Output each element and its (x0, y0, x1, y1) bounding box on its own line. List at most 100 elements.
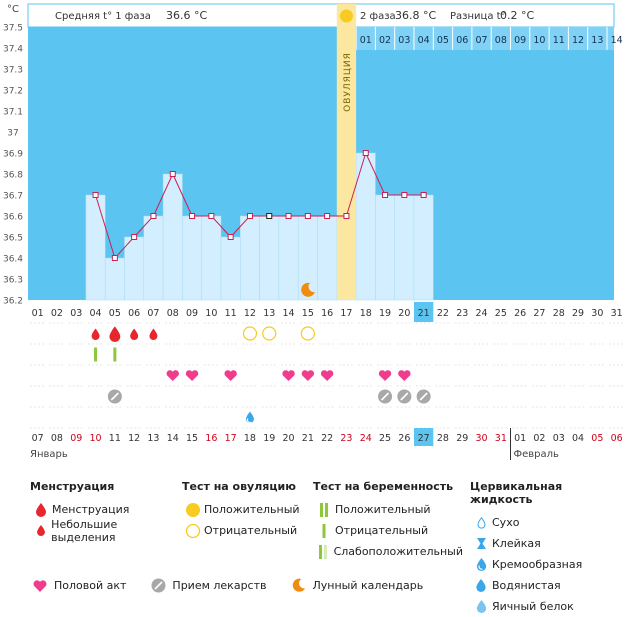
calendar-date-label: 20 (283, 433, 295, 444)
legend-pregnancy-test: Тест на беременность Положительный Отриц… (313, 480, 463, 562)
phase2-day-label: 06 (456, 35, 468, 46)
heart-icon (398, 370, 411, 381)
pill-icon-stroke (419, 392, 428, 401)
y-tick-label: 36.5 (3, 234, 23, 244)
calendar-date-label: 14 (167, 433, 179, 444)
pregnancy-test-icon (94, 347, 98, 362)
legend-cervical-sticky: Клейкая (470, 533, 620, 554)
legend-intercourse-label: Половой акт (54, 579, 127, 592)
y-tick-label: 37.1 (3, 108, 23, 118)
calendar-date-label: 04 (572, 433, 584, 444)
legend-pregnancy-negative: Отрицательный (313, 520, 463, 541)
calendar-date-label: 06 (611, 433, 623, 444)
legend-spotting-item: Небольшие выделения (30, 518, 180, 544)
temperature-point (169, 171, 176, 177)
ovulation-negative-icon (262, 326, 277, 341)
calendar-date-label: 31 (495, 433, 507, 444)
cycle-day-label: 06 (128, 308, 140, 319)
temperature-bar (317, 215, 338, 301)
y-tick-label: 37.4 (3, 45, 23, 55)
legend-cervical-dry-label: Сухо (492, 516, 520, 529)
legend-cervical-eggwhite: Яичный белок (470, 596, 620, 617)
legend-intercourse: Половой акт (30, 579, 126, 592)
calendar-date-label: 26 (398, 433, 410, 444)
cycle-day-label: 14 (283, 308, 295, 319)
legend-ovulation-test: Тест на овуляцию Положительный Отрицател… (182, 480, 312, 541)
calendar-date-label: 05 (591, 433, 603, 444)
legend-cervical-creamy-label: Кремообразная (492, 558, 583, 571)
legend-medication: Прием лекарств (148, 578, 267, 593)
calendar-date-label: 18 (244, 433, 256, 444)
temperature-point (227, 234, 234, 240)
y-tick-label: 37.3 (3, 66, 23, 76)
y-tick-label: 36.7 (3, 192, 23, 202)
temperature-point (401, 192, 408, 198)
month-label: Февраль (514, 449, 560, 460)
phase2-day-label: 03 (398, 35, 410, 46)
cycle-day-label: 17 (340, 308, 352, 319)
today-date-highlight (414, 428, 434, 446)
double-bar-icon (313, 502, 335, 517)
phase2-day-label: 09 (514, 35, 526, 46)
today-cycle-highlight (414, 302, 434, 322)
phase2-day-label: 05 (437, 35, 449, 46)
temperature-point (131, 234, 138, 240)
y-tick-label: 36.4 (3, 255, 23, 265)
temperature-point (382, 192, 389, 198)
temperature-bar (394, 194, 415, 301)
temperature-bar (240, 215, 260, 301)
temperature-bar (124, 236, 145, 301)
pill-icon (148, 578, 168, 593)
temperature-bar (143, 215, 164, 301)
menstruation-drop-icon (130, 328, 139, 340)
cycle-day-label: 20 (398, 308, 410, 319)
y-tick-label: 36.6 (3, 213, 23, 223)
legend-lunar-label: Лунный календарь (312, 579, 424, 592)
phase2-day-label: 13 (591, 35, 603, 46)
legend-ovulation-positive-label: Положительный (204, 503, 300, 516)
legend-menstruation: Менструация Менструация Небольшие выделе… (30, 480, 180, 544)
cycle-day-label: 04 (90, 308, 102, 319)
calendar-date-label: 29 (456, 433, 468, 444)
cycle-day-label: 05 (109, 308, 121, 319)
event-grid (28, 323, 614, 428)
single-bar-icon (313, 523, 335, 538)
temperature-point (208, 213, 215, 219)
y-tick-label: 36.8 (3, 171, 23, 181)
cycle-day-label: 08 (167, 308, 179, 319)
menstruation-drop-icon (109, 326, 121, 342)
calendar-date-label: 21 (302, 433, 314, 444)
diff-value: 0.2 °C (500, 9, 534, 22)
phase2-day-label: 01 (360, 35, 372, 46)
calendar-date-label: 30 (476, 433, 488, 444)
ovulation-sun-icon (339, 9, 353, 23)
ovulation-label: ОВУЛЯЦИЯ (343, 52, 353, 112)
temperature-bar (162, 173, 183, 301)
drop-watery-icon (470, 579, 492, 592)
calendar-date-label: 27 (418, 433, 430, 444)
temperature-point (111, 255, 118, 261)
cycle-day-label: 27 (533, 308, 545, 319)
legend-pregnancy-positive-label: Положительный (335, 503, 431, 516)
bbt-chart: °C Средняя t° 1 фаза 36.6 °C 2 фаза 36.8 °C Р… (3, 3, 625, 460)
circle-outline-icon (182, 523, 204, 539)
heart-icon (224, 370, 237, 381)
ovulation-band (336, 4, 357, 300)
phase2-day-label: 02 (379, 35, 391, 46)
calendar-date-label: 11 (109, 433, 121, 444)
temperature-bar (201, 215, 222, 301)
cycle-day-label: 16 (321, 308, 333, 319)
legend-other: Половой акт Прием лекарств Лунный календ… (30, 578, 445, 593)
menstruation-drop-icon (91, 328, 100, 340)
cycle-day-label: 19 (379, 308, 391, 319)
phase1-value: 36.6 °C (166, 9, 207, 22)
y-tick-label: 36.3 (3, 276, 23, 286)
moon-icon (301, 282, 315, 297)
calendar-date-label: 10 (90, 433, 102, 444)
temperature-bar (259, 215, 280, 301)
cycle-day-label: 12 (244, 308, 256, 319)
drop-outline-icon (470, 516, 492, 529)
weak-bar-icon (313, 544, 334, 559)
cervical-creamy-icon (245, 411, 254, 423)
heart-icon (282, 370, 295, 381)
